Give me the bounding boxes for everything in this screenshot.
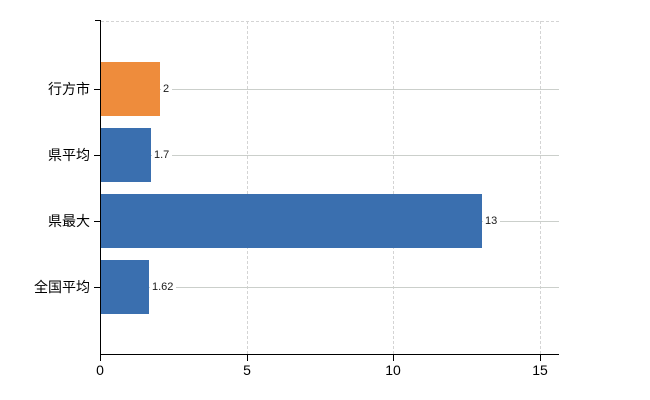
bar xyxy=(101,194,482,248)
y-axis-top-cap-tick xyxy=(95,20,101,21)
x-axis-tick xyxy=(540,354,541,361)
gridline-5 xyxy=(247,21,248,354)
row-guide-line xyxy=(101,155,559,156)
x-axis-tick-label: 0 xyxy=(96,362,104,378)
y-axis-tick xyxy=(94,155,101,156)
bar-value-label: 1.62 xyxy=(150,280,177,294)
bar-value-label: 2 xyxy=(161,82,173,96)
x-axis-tick xyxy=(247,354,248,361)
category-label: 全国平均 xyxy=(34,279,90,295)
x-axis xyxy=(100,354,559,355)
row-guide-line xyxy=(101,89,559,90)
x-axis-tick-label: 5 xyxy=(243,362,251,378)
y-axis-tick xyxy=(94,221,101,222)
row-guide-line xyxy=(101,287,559,288)
x-axis-tick-label: 10 xyxy=(385,362,401,378)
y-axis xyxy=(100,20,101,354)
y-axis-tick xyxy=(94,287,101,288)
bar-value-label: 13 xyxy=(483,214,501,228)
gridline-15 xyxy=(540,21,541,354)
gridline-10 xyxy=(393,21,394,354)
bar-value-label: 1.7 xyxy=(152,148,173,162)
bar xyxy=(101,128,151,182)
category-label: 県最大 xyxy=(48,213,90,229)
bar xyxy=(101,62,160,116)
category-label: 行方市 xyxy=(48,81,90,97)
x-axis-tick xyxy=(393,354,394,361)
bar xyxy=(101,260,149,314)
category-label: 県平均 xyxy=(48,147,90,163)
y-axis-tick xyxy=(94,89,101,90)
x-axis-tick xyxy=(100,354,101,361)
plot-top-border xyxy=(101,21,559,22)
x-axis-tick-label: 15 xyxy=(532,362,548,378)
